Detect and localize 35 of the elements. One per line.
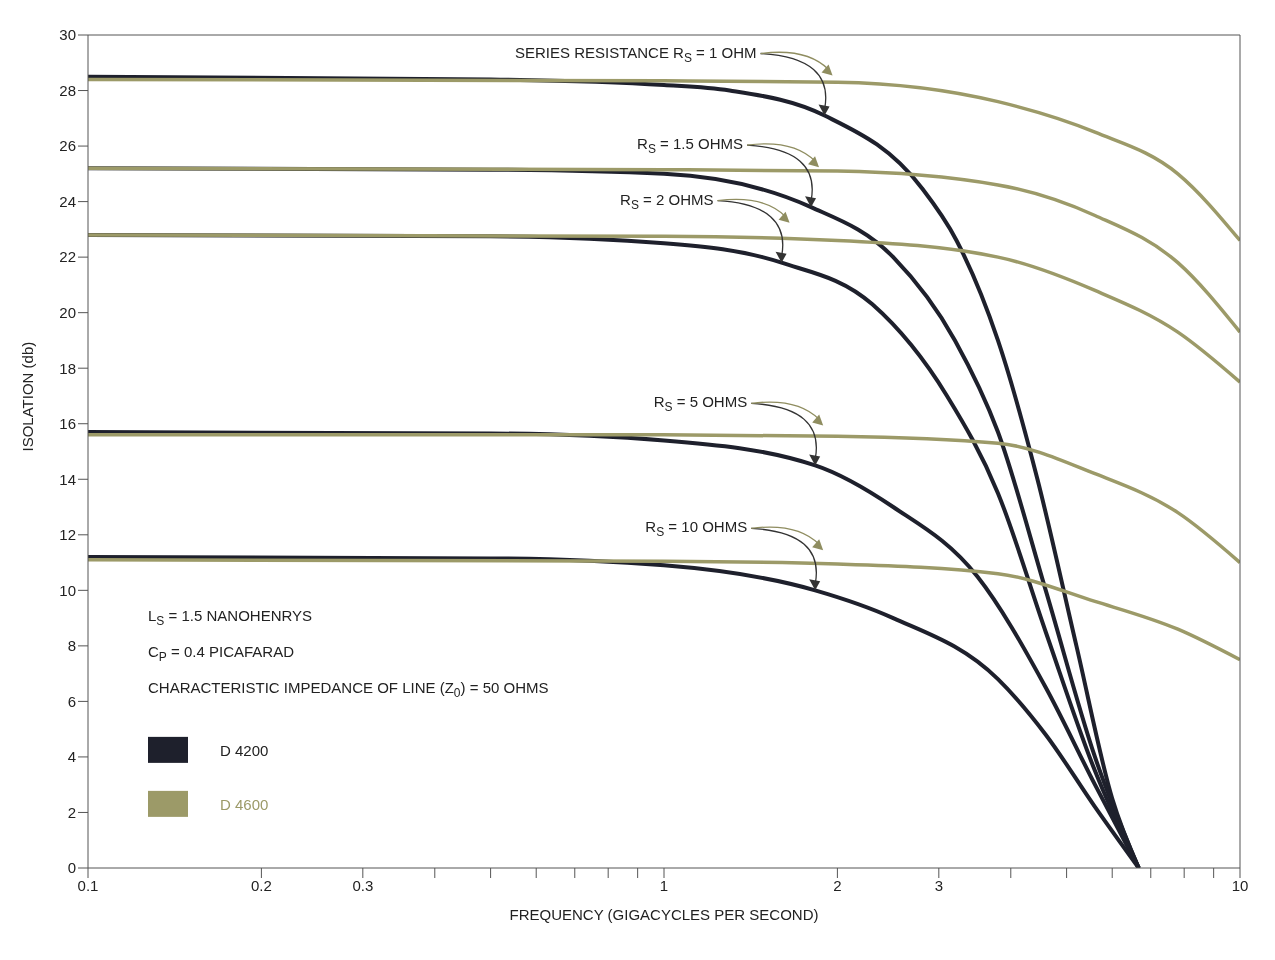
x-axis-title: FREQUENCY (GIGACYCLES PER SECOND) bbox=[509, 906, 819, 923]
y-tick-label: 6 bbox=[67, 692, 76, 710]
y-tick-label: 24 bbox=[59, 192, 76, 210]
y-tick-label: 10 bbox=[59, 581, 76, 599]
y-tick-label: 4 bbox=[67, 748, 76, 766]
y-tick-label: 12 bbox=[59, 526, 76, 544]
y-tick-label: 16 bbox=[59, 415, 76, 433]
y-tick-label: 22 bbox=[59, 248, 76, 266]
annotation: L$_{S}$ = 1.5 NANOHENRYS bbox=[148, 606, 313, 628]
y-tick-label: 8 bbox=[67, 637, 76, 655]
y-tick-label: 30 bbox=[59, 26, 76, 44]
annotation: SERIES RESISTANCE R$_{S}$ = 1 OHM bbox=[515, 43, 757, 65]
legend-label: D 4600 bbox=[220, 795, 269, 813]
y-tick-label: 0 bbox=[67, 859, 76, 877]
x-tick-label: 0.3 bbox=[352, 876, 374, 894]
x-tick-label: 10 bbox=[1231, 876, 1249, 894]
y-tick-label: 14 bbox=[59, 470, 76, 488]
annotation: R$_{S}$ = 10 OHMS bbox=[645, 518, 748, 539]
annotation: CHARACTERISTIC IMPEDANCE OF LINE (Z$_{0}$) = 50 OHMS bbox=[148, 678, 549, 700]
annotation: R$_{S}$ = 1.5 OHMS bbox=[637, 135, 744, 156]
legend-label: D 4200 bbox=[220, 741, 269, 759]
y-axis-title: ISOLATION (db) bbox=[19, 341, 37, 452]
annotation: C$_{P}$ = 0.4 PICAFARAD bbox=[148, 642, 295, 664]
y-tick-label: 20 bbox=[59, 303, 76, 321]
x-tick-label: 0.2 bbox=[250, 876, 272, 894]
x-tick-label: 1 bbox=[659, 876, 669, 894]
x-tick-label: 3 bbox=[934, 876, 943, 894]
y-tick-label: 26 bbox=[59, 137, 76, 155]
x-tick-label: 2 bbox=[833, 876, 842, 894]
x-tick-label: 0.1 bbox=[77, 876, 99, 894]
y-tick-label: 18 bbox=[59, 359, 76, 377]
y-tick-label: 28 bbox=[59, 81, 76, 99]
annotation: R$_{S}$ = 2 OHMS bbox=[620, 190, 714, 212]
y-tick-label: 2 bbox=[67, 803, 76, 821]
annotation: R$_{S}$ = 5 OHMS bbox=[653, 393, 748, 414]
